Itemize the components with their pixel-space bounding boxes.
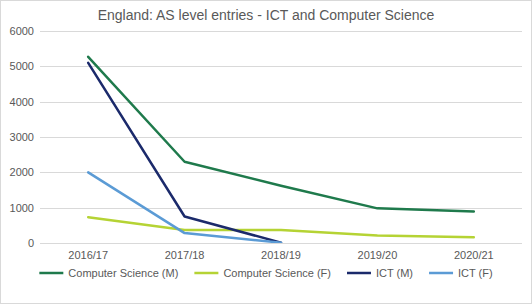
series-line xyxy=(88,57,474,212)
legend-swatch xyxy=(429,272,453,275)
series-line xyxy=(88,217,474,237)
grid-line xyxy=(40,66,522,67)
y-tick-label: 6000 xyxy=(10,25,34,37)
chart-border xyxy=(1,1,532,304)
grid-line xyxy=(40,137,522,138)
legend: Computer Science (M) Computer Science (F)… xyxy=(39,267,492,279)
y-tick-label: 1000 xyxy=(10,202,34,214)
grid-line xyxy=(40,243,522,244)
legend-swatch xyxy=(39,272,63,275)
grid-line xyxy=(40,172,522,173)
y-tick-label: 3000 xyxy=(10,131,34,143)
legend-label: Computer Science (M) xyxy=(68,267,178,279)
series-line xyxy=(88,63,281,243)
legend-swatch xyxy=(347,272,371,275)
legend-label: ICT (F) xyxy=(458,267,493,279)
chart: England: AS level entries - ICT and Comp… xyxy=(0,0,532,304)
plot-area xyxy=(88,57,474,243)
legend-swatch xyxy=(194,272,218,275)
legend-label: Computer Science (F) xyxy=(223,267,331,279)
y-tick-label: 5000 xyxy=(10,60,34,72)
grid-line xyxy=(40,31,522,32)
y-tick-label: 4000 xyxy=(10,96,34,108)
x-tick-label: 2016/17 xyxy=(68,249,108,261)
y-tick-label: 2000 xyxy=(10,166,34,178)
x-tick-label: 2020/21 xyxy=(454,249,494,261)
title: England: AS level entries - ICT and Comp… xyxy=(98,7,435,23)
grid-line xyxy=(40,208,522,209)
y-tick-label: 0 xyxy=(28,237,34,249)
chart-svg: England: AS level entries - ICT and Comp… xyxy=(0,0,532,304)
x-tick-label: 2018/19 xyxy=(261,249,301,261)
x-tick-label: 2019/20 xyxy=(358,249,398,261)
legend-label: ICT (M) xyxy=(376,267,413,279)
x-tick-label: 2017/18 xyxy=(165,249,205,261)
series-line xyxy=(88,172,281,242)
